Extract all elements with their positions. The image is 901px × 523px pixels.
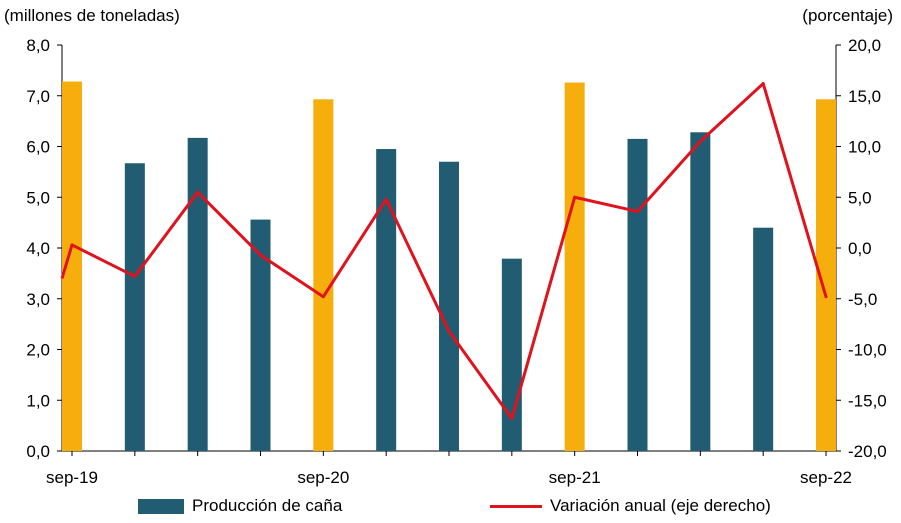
bar: [564, 82, 585, 452]
x-axis-tick-label: sep-19: [46, 468, 98, 487]
right-axis-tick-label: -5,0: [848, 290, 877, 309]
bar: [124, 163, 145, 451]
legend-label-line: Variación anual (eje derecho): [550, 496, 771, 515]
right-axis-unit-label: (porcentaje): [802, 6, 893, 25]
right-axis-tick-label: 10,0: [848, 138, 881, 157]
bar: [187, 137, 208, 451]
right-axis-tick-label: -10,0: [848, 341, 887, 360]
left-axis-tick-label: 2,0: [26, 341, 50, 360]
bar: [816, 99, 836, 452]
left-axis-tick-label: 6,0: [26, 138, 50, 157]
tick-labels: 0,0 1,0 2,0 3,0 4,0 5,0 6,0 7,0 8,0 -20,0 -15,0 -10…: [26, 36, 886, 487]
bar: [313, 99, 334, 452]
line-point: [761, 82, 765, 86]
bar: [250, 219, 271, 451]
bar: [439, 161, 459, 451]
left-axis-tick-label: 8,0: [26, 36, 50, 55]
bar-series: [62, 81, 836, 452]
right-axis-tick-label: 15,0: [848, 87, 881, 106]
left-axis-tick-label: 3,0: [26, 290, 50, 309]
legend-item-bars: Producción de caña: [138, 496, 342, 516]
line-point: [824, 295, 828, 299]
line-point: [384, 197, 388, 201]
line-path: [60, 82, 828, 421]
legend-item-line: Variación anual (eje derecho): [490, 496, 771, 516]
line-point: [510, 417, 514, 421]
left-axis-tick-label: 5,0: [26, 188, 50, 207]
legend-swatch-bar: [138, 498, 184, 514]
line-point: [321, 295, 325, 299]
line-point: [133, 274, 137, 278]
left-axis-tick-label: 7,0: [26, 87, 50, 106]
right-axis-tick-label: 20,0: [848, 36, 881, 55]
line-point: [636, 209, 639, 213]
line-point: [259, 253, 262, 257]
legend-label-bars: Producción de caña: [192, 496, 343, 515]
right-axis-tick-label: -20,0: [848, 442, 887, 461]
line-point: [573, 195, 577, 199]
left-axis-tick-label: 1,0: [26, 391, 50, 410]
line-point: [698, 139, 702, 143]
bar: [501, 258, 522, 451]
right-axis-tick-label: 0,0: [848, 239, 872, 258]
legend-swatch-line: [490, 504, 542, 508]
bar: [376, 149, 397, 451]
right-axis-tick-label: 5,0: [848, 188, 872, 207]
line-point: [196, 190, 200, 194]
bar: [627, 138, 648, 451]
right-axis-tick-label: -15,0: [848, 391, 887, 410]
x-axis-tick-label: sep-22: [800, 468, 852, 487]
line-series: [60, 82, 828, 421]
x-axis-tick-label: sep-21: [549, 468, 601, 487]
bar: [62, 81, 82, 451]
left-axis-tick-label: 0,0: [26, 442, 50, 461]
line-point: [70, 243, 74, 247]
left-axis-tick-label: 4,0: [26, 239, 50, 258]
left-axis-unit-label: (millones de toneladas): [4, 6, 180, 25]
bar: [753, 227, 774, 451]
line-point: [447, 329, 451, 333]
x-axis-tick-label: sep-20: [297, 468, 349, 487]
bar: [690, 132, 711, 452]
